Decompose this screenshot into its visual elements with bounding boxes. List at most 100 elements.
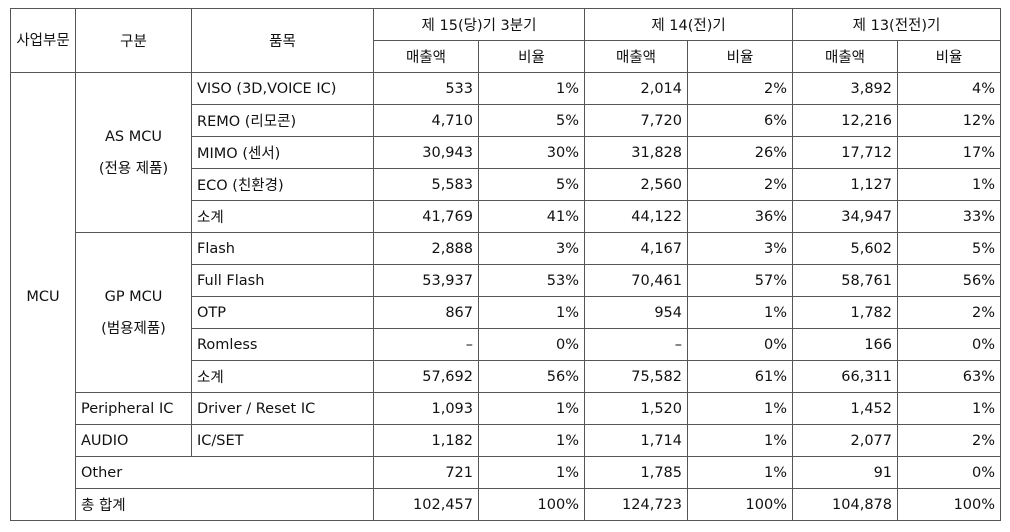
cell-line: GP MCU xyxy=(104,288,163,305)
value-cell: 58,761 xyxy=(792,264,899,297)
value-cell: 0% xyxy=(477,328,586,361)
value-cell: 1% xyxy=(897,392,1002,425)
value-cell: 1% xyxy=(477,72,586,105)
table-row: REMO (리모콘) 4,710 5% 7,720 6% 12,216 12% xyxy=(11,104,1002,137)
item-cell: IC/SET xyxy=(191,424,374,457)
value-cell: 721 xyxy=(373,456,479,489)
value-cell: 1% xyxy=(687,392,794,425)
header-cell: 매출액 xyxy=(792,40,899,73)
value-cell: 5,602 xyxy=(792,232,899,265)
value-cell: 1% xyxy=(477,392,586,425)
value-cell: 1,714 xyxy=(584,424,689,457)
value-cell: 4% xyxy=(897,72,1002,105)
group-cell: Peripheral IC xyxy=(75,392,192,425)
value-cell: 44,122 xyxy=(584,200,689,233)
item-cell: Romless xyxy=(191,328,374,361)
value-cell: 1% xyxy=(477,456,586,489)
value-cell: 5,583 xyxy=(373,168,479,201)
value-cell: 17,712 xyxy=(792,136,899,169)
value-cell: 53,937 xyxy=(373,264,479,297)
header-cell: 매출액 xyxy=(584,40,689,73)
value-cell: 100% xyxy=(687,488,794,521)
group-cell: AS MCU (전용 제품) xyxy=(75,72,192,233)
table-row: AUDIO IC/SET 1,182 1% 1,714 1% 2,077 2% xyxy=(11,424,1002,457)
value-cell: 1,785 xyxy=(584,456,689,489)
value-cell: 12% xyxy=(897,104,1002,137)
value-cell: 57,692 xyxy=(373,360,479,393)
header-cell: 비율 xyxy=(477,40,586,73)
value-cell: 56% xyxy=(897,264,1002,297)
value-cell: 91 xyxy=(792,456,899,489)
cell-line: AS MCU xyxy=(105,128,162,145)
value-cell: 4,710 xyxy=(373,104,479,137)
value-cell: 41,769 xyxy=(373,200,479,233)
value-cell: 33% xyxy=(897,200,1002,233)
value-cell: 2,014 xyxy=(584,72,689,105)
value-cell: 1% xyxy=(687,456,794,489)
table-row: Other 721 1% 1,785 1% 91 0% xyxy=(11,456,1002,489)
value-cell: 533 xyxy=(373,72,479,105)
item-cell: 소계 xyxy=(191,360,374,393)
table-row: GP MCU (범용제품) Flash 2,888 3% 4,167 3% 5,602 5% xyxy=(11,232,1002,393)
value-cell: 4,167 xyxy=(584,232,689,265)
value-cell: 1% xyxy=(687,424,794,457)
item-cell: Full Flash xyxy=(191,264,374,297)
cell-line: (전용 제품) xyxy=(98,160,169,177)
table-row: MCU AS MCU (전용 제품) VISO (3D,VOICE IC) 533 1% 2… xyxy=(10,72,1002,521)
value-cell: 1% xyxy=(897,168,1002,201)
group-cell: Other xyxy=(75,456,374,489)
value-cell: 166 xyxy=(792,328,899,361)
value-cell: 53% xyxy=(477,264,586,297)
value-cell: 954 xyxy=(584,296,689,329)
table-row: 사업부문 구분 품목 제 15(당)기 3분기 제 14(전)기 제 13(전전)기 xyxy=(10,8,1002,73)
value-cell: 1,520 xyxy=(584,392,689,425)
value-cell: 34,947 xyxy=(792,200,899,233)
table-row: 소계 57,692 56% 75,582 61% 66,311 63% xyxy=(11,360,1002,393)
value-cell: 41% xyxy=(477,200,586,233)
group-cell: GP MCU (범용제품) xyxy=(75,232,192,393)
table-row: Peripheral IC Driver / Reset IC 1,093 1% 1,5… xyxy=(11,392,1002,425)
item-cell: ECO (친환경) xyxy=(191,168,374,201)
value-cell: 1,182 xyxy=(373,424,479,457)
value-cell: 2% xyxy=(897,424,1002,457)
table-row: 매출액 비율 매출액 비율 매출액 비율 xyxy=(11,40,1002,73)
item-cell: Flash xyxy=(191,232,374,265)
item-cell: Driver / Reset IC xyxy=(191,392,374,425)
value-cell: 57% xyxy=(687,264,794,297)
table-row: 총 합계 102,457 100% 124,723 100% 104,878 100% xyxy=(11,488,1002,521)
item-cell: OTP xyxy=(191,296,374,329)
value-cell: 102,457 xyxy=(373,488,479,521)
value-cell: 63% xyxy=(897,360,1002,393)
value-cell: 75,582 xyxy=(584,360,689,393)
value-cell: 5% xyxy=(477,168,586,201)
header-cell: 사업부문 xyxy=(10,8,76,73)
value-cell: 1% xyxy=(477,424,586,457)
value-cell: 0% xyxy=(897,456,1002,489)
value-cell: 1% xyxy=(477,296,586,329)
value-cell: 70,461 xyxy=(584,264,689,297)
value-cell: 26% xyxy=(687,136,794,169)
item-cell: VISO (3D,VOICE IC) xyxy=(191,72,374,105)
item-cell: 소계 xyxy=(191,200,374,233)
value-cell: 31,828 xyxy=(584,136,689,169)
value-cell: 1,452 xyxy=(792,392,899,425)
value-cell: – xyxy=(584,328,689,361)
value-cell: 6% xyxy=(687,104,794,137)
value-cell: 36% xyxy=(687,200,794,233)
value-cell: – xyxy=(373,328,479,361)
value-cell: 5% xyxy=(477,104,586,137)
value-cell: 0% xyxy=(897,328,1002,361)
value-cell: 3,892 xyxy=(792,72,899,105)
table-row: OTP 867 1% 954 1% 1,782 2% xyxy=(11,296,1002,329)
value-cell: 124,723 xyxy=(584,488,689,521)
group-cell: 총 합계 xyxy=(75,488,374,521)
value-cell: 2,888 xyxy=(373,232,479,265)
value-cell: 3% xyxy=(687,232,794,265)
value-cell: 17% xyxy=(897,136,1002,169)
value-cell: 2,560 xyxy=(584,168,689,201)
value-cell: 867 xyxy=(373,296,479,329)
cell-line: (범용제품) xyxy=(101,320,166,337)
value-cell: 61% xyxy=(687,360,794,393)
value-cell: 7,720 xyxy=(584,104,689,137)
